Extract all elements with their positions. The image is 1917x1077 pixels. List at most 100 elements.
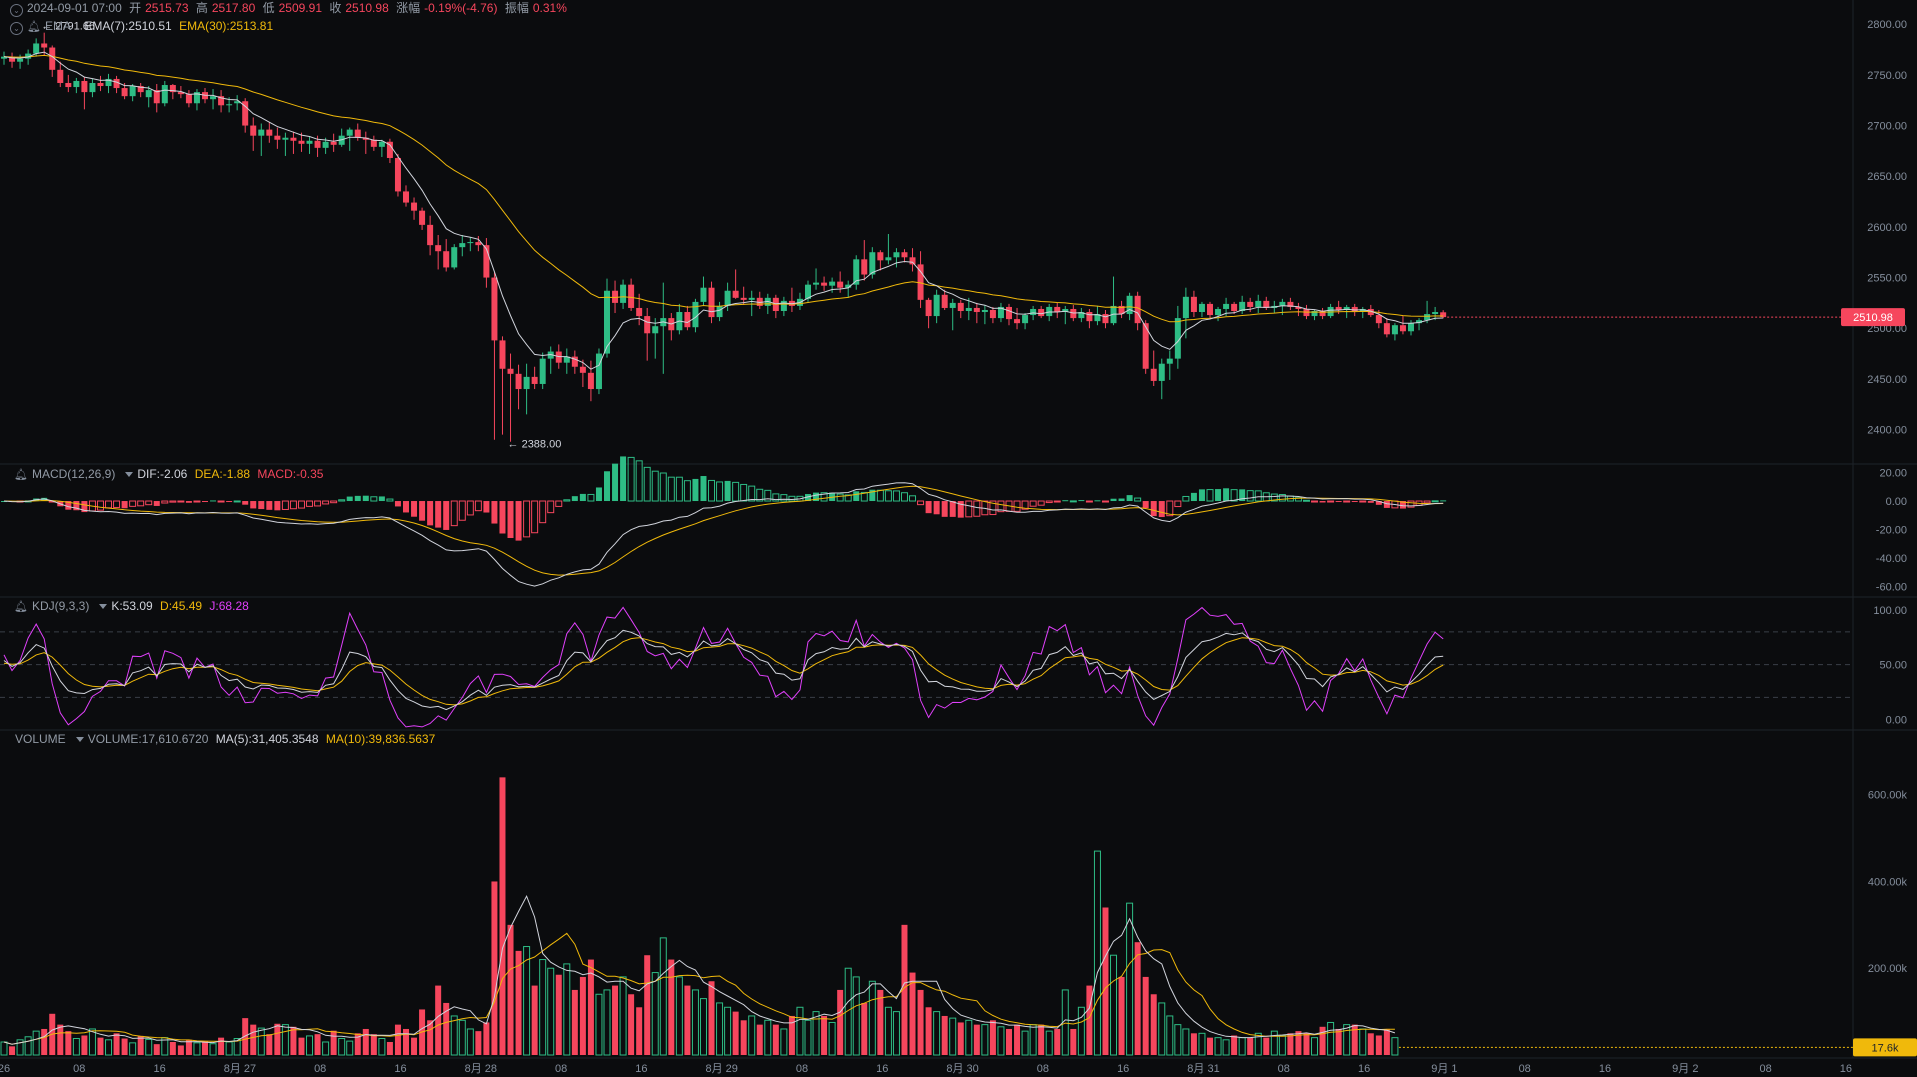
volume-bar: [603, 989, 611, 1056]
kdj-tick: 50.00: [1879, 660, 1907, 672]
macd-bar: [1085, 500, 1093, 503]
volume-name[interactable]: VOLUME: [15, 732, 66, 746]
collapse-icon[interactable]: ⌄: [10, 4, 23, 17]
volume-bar: [612, 985, 619, 1055]
candle-body: [604, 290, 610, 354]
volume-bar: [1118, 976, 1125, 1055]
volume-bar: [515, 950, 522, 1055]
ema-name[interactable]: EMA: [44, 19, 71, 33]
macd-bar: [587, 493, 595, 502]
volume-bar: [668, 959, 675, 1055]
volume-bar: [97, 1037, 104, 1055]
candle-body: [515, 373, 522, 390]
candle-body: [748, 297, 755, 300]
bell-icon[interactable]: 🔔︎: [14, 601, 28, 613]
candle-body: [1, 56, 7, 59]
candle-body: [1102, 314, 1109, 324]
macd-bar: [1134, 497, 1142, 502]
candle-body: [322, 141, 329, 148]
candle-body: [740, 297, 747, 300]
ema7-line: [3, 51, 1444, 370]
volume-bar: [884, 1006, 892, 1056]
volume-bar: [1247, 1037, 1254, 1055]
kdj-tick: 100.00: [1873, 605, 1907, 617]
kdj-name[interactable]: KDJ(9,3,3): [31, 599, 90, 613]
volume-bar: [1038, 1024, 1045, 1055]
candle-body: [1062, 308, 1069, 313]
macd-bar: [651, 470, 659, 502]
macd-name[interactable]: MACD(12,26,9): [31, 467, 116, 481]
candle-body: [547, 351, 554, 359]
price-tick: 2550.00: [1867, 273, 1907, 285]
macd-tick: 0.00: [1886, 496, 1907, 508]
macd-bar: [1311, 500, 1319, 503]
volume-bar: [266, 1034, 273, 1055]
volume-bar: [628, 994, 635, 1055]
candle-body: [1207, 303, 1213, 316]
candle-body: [579, 366, 586, 373]
candle-body: [612, 290, 619, 303]
macd-bar: [1375, 501, 1382, 505]
volume-bar: [636, 1007, 643, 1055]
macd-bar: [1327, 500, 1335, 503]
candle-body: [330, 141, 337, 145]
macd-bar: [193, 500, 201, 503]
macd-bar: [370, 496, 378, 502]
volume-legend: VOLUME VOLUME:17,610.6720 MA(5):31,405.35…: [15, 732, 439, 746]
dropdown-caret-icon[interactable]: [99, 604, 108, 609]
volume-bar: [1070, 1028, 1077, 1055]
macd-bar: [306, 500, 314, 507]
candle-body: [65, 82, 72, 88]
macd-bar: [330, 500, 338, 504]
dropdown-caret-icon[interactable]: [125, 472, 134, 477]
macd-bar: [989, 500, 997, 516]
candle-body: [539, 358, 546, 384]
volume-ma10-line: [3, 932, 1395, 1045]
candle-body: [652, 326, 659, 334]
candle-body: [467, 242, 474, 244]
macd-bar: [1150, 501, 1157, 517]
volume-bar: [780, 1028, 788, 1056]
macd-bar: [933, 501, 940, 515]
candle-body: [531, 376, 538, 384]
macd-bar: [145, 500, 153, 506]
macd-bar: [1343, 500, 1351, 503]
macd-bar: [917, 500, 925, 506]
time-tick: 16: [394, 1063, 406, 1075]
macd-bar: [483, 501, 490, 513]
candle-body: [805, 284, 811, 299]
volume-bar: [1254, 1032, 1262, 1056]
candle-body: [394, 157, 401, 192]
macd-bar: [563, 499, 571, 502]
candle-body: [845, 284, 852, 288]
candle-body: [290, 137, 297, 141]
last-price-label: 2510.98: [1853, 312, 1893, 324]
candle-date: 2024-09-01 07:00: [27, 1, 122, 15]
macd-bar: [1198, 489, 1205, 502]
candle-body: [708, 287, 715, 318]
macd-bar: [780, 494, 788, 502]
macd-bar: [121, 501, 128, 509]
volume-bar: [1222, 1039, 1230, 1056]
macd-bar: [571, 496, 578, 502]
volume-bar: [1077, 1006, 1085, 1056]
macd-bar: [427, 501, 434, 526]
bell-icon[interactable]: 🔔︎: [14, 469, 28, 481]
macd-bar: [435, 501, 442, 528]
time-tick: 26: [0, 1063, 10, 1075]
candle-body: [1295, 306, 1302, 309]
volume-bar: [675, 976, 683, 1056]
dropdown-caret-icon[interactable]: [75, 737, 84, 742]
macd-bar: [378, 496, 385, 502]
time-tick: 08: [314, 1063, 326, 1075]
change-value: -0.19%(-4.76): [424, 1, 498, 15]
time-tick: 8月 27: [224, 1063, 256, 1075]
volume-bar: [909, 972, 916, 1055]
candle-body: [837, 281, 844, 288]
bell-icon[interactable]: 🔔︎: [27, 21, 41, 33]
candle-body: [724, 290, 731, 306]
collapse-icon[interactable]: ⌄: [10, 22, 23, 35]
macd-bar: [258, 501, 265, 510]
candle-body: [893, 252, 900, 258]
